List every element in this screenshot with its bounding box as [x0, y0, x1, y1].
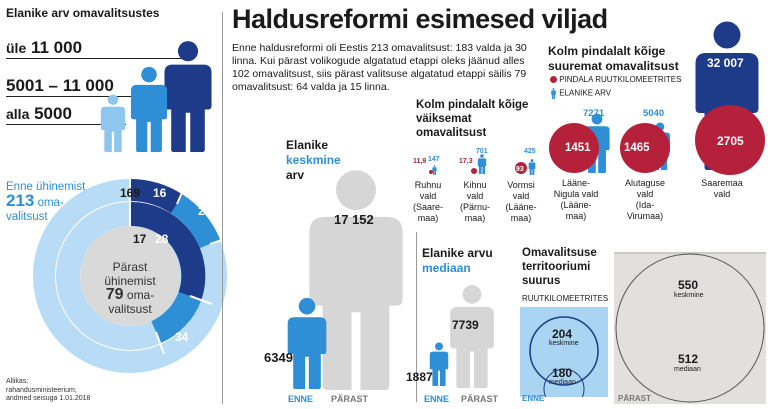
- avg-title: Elanike keskmine arv: [286, 138, 341, 182]
- legend-pop: ELANIKE ARV: [550, 88, 611, 99]
- smallest-icons: [429, 154, 536, 175]
- donut-chart: [33, 179, 229, 373]
- territory-unit: RUUTKILOMEETRITES: [522, 294, 609, 303]
- divider: [6, 124, 126, 125]
- smallest-pop-2: 701: [476, 148, 488, 155]
- avg-after-label: PÄRAST: [331, 394, 369, 404]
- territory-before-square: [520, 307, 608, 397]
- source-note: Allikas: rahandusministeerium; andmed se…: [6, 378, 91, 402]
- legend-person-icon: [551, 88, 556, 99]
- legend-dot-icon: [550, 76, 557, 84]
- territory-after-median: 512: [678, 352, 699, 366]
- people-size-icons: [100, 41, 212, 152]
- territory-before-mean-label: keskmine: [549, 340, 579, 347]
- smallest-pop-3: 425: [524, 148, 536, 155]
- largest-area-3: 2705: [717, 134, 744, 148]
- smallest-area-3: 93: [516, 166, 524, 173]
- median-after-label: PÄRAST: [461, 394, 499, 404]
- category-small: alla 5000: [6, 104, 72, 123]
- column-divider: [416, 232, 417, 402]
- largest-pop-2: 5040: [643, 108, 665, 119]
- territory-after-mean: 550: [678, 278, 699, 292]
- largest-name-2: Alutaguse vald (Ida- Virumaa): [624, 178, 666, 221]
- divider: [6, 96, 156, 97]
- median-after-person-icon: [450, 285, 494, 388]
- intro-text: Enne haldusreformi oli Eestis 213 omaval…: [232, 42, 527, 93]
- page-title: Haldusreformi esimesed viljad: [232, 4, 608, 34]
- territory-after-mean-label: keskmine: [674, 292, 704, 299]
- smallest-area-1: 11,9: [413, 158, 427, 165]
- outer-segment-large: [129, 179, 184, 214]
- category-large: üle 11 000: [6, 38, 83, 57]
- largest-pop-1: 7271: [583, 108, 605, 119]
- avg-after-value: 17 152: [334, 212, 374, 227]
- smallest-area-2: 17,3: [459, 158, 473, 165]
- territory-after-square: [614, 252, 766, 404]
- avg-before-value: 6349: [264, 350, 293, 365]
- avg-before-person-icon: [287, 297, 327, 389]
- territory-after-label: PÄRAST: [618, 394, 651, 403]
- largest-name-1: Lääne- Nigula vald (Lääne- maa): [553, 178, 599, 221]
- smallest-pop-1: 147: [428, 156, 440, 163]
- territory-after-circles: [614, 252, 766, 403]
- inner-center-text: Pärast ühinemist 79 oma- valitsust: [104, 260, 156, 316]
- ring-title: Enne ühinemist 213 oma- valitsust: [6, 181, 86, 223]
- inner-value-medium: 34: [175, 330, 189, 344]
- median-before-value: 1887: [406, 370, 433, 384]
- territory-after-median-label: mediaan: [674, 366, 701, 373]
- outer-value-small: 169: [120, 186, 141, 200]
- smallest-title: Kolm pindalalt kõige väiksemat omavalits…: [416, 99, 529, 139]
- smallest-name-2: Kihnu vald (Pärnu- maa): [459, 180, 490, 223]
- territory-before-mean: 204: [552, 327, 573, 341]
- territory-before-median: 180: [552, 366, 573, 380]
- inner-value-small: 17: [133, 232, 147, 246]
- legend-area: PINDALA RUUTKILOMEETRITES: [550, 75, 681, 84]
- inner-segment-large: [129, 202, 206, 300]
- largest-title: Kolm pindalalt kõige suuremat omavalitsu…: [548, 44, 679, 73]
- inner-value-large: 28: [155, 232, 169, 246]
- inner-center: [80, 226, 180, 326]
- largest-area-2: 1465: [624, 142, 650, 154]
- divider: [6, 58, 184, 59]
- outer-value-large: 16: [153, 186, 167, 200]
- largest-area-1: 1451: [565, 142, 591, 154]
- median-before-label: ENNE: [424, 394, 450, 404]
- inner-segment-medium: [150, 291, 202, 344]
- avg-before-label: ENNE: [288, 394, 314, 404]
- largest-pop-3: 32 007: [707, 56, 744, 70]
- outer-segment-medium: [170, 194, 221, 249]
- smallest-name-1: Ruhnu vald (Saare- maa): [412, 180, 443, 223]
- outer-value-medium: 28: [198, 204, 212, 218]
- category-medium: 5001 – 11 000: [6, 76, 114, 95]
- largest-area-circles: [549, 105, 765, 175]
- territory-before-circles: [529, 316, 599, 397]
- median-title: Elanike arvu mediaan: [422, 246, 493, 275]
- territory-before-median-label: mediaan: [549, 379, 576, 386]
- largest-name-3: Saaremaa vald: [701, 178, 743, 199]
- territory-title: Omavalitsuse territooriumi suurus: [522, 247, 597, 287]
- smallest-name-3: Vormsi vald (Lääne- maa): [505, 180, 537, 223]
- column-divider: [222, 12, 223, 404]
- territory-before-label: ENNE: [522, 394, 545, 403]
- left-title: Elanike arv omavalitsustes: [6, 6, 160, 20]
- median-after-value: 7739: [452, 318, 479, 332]
